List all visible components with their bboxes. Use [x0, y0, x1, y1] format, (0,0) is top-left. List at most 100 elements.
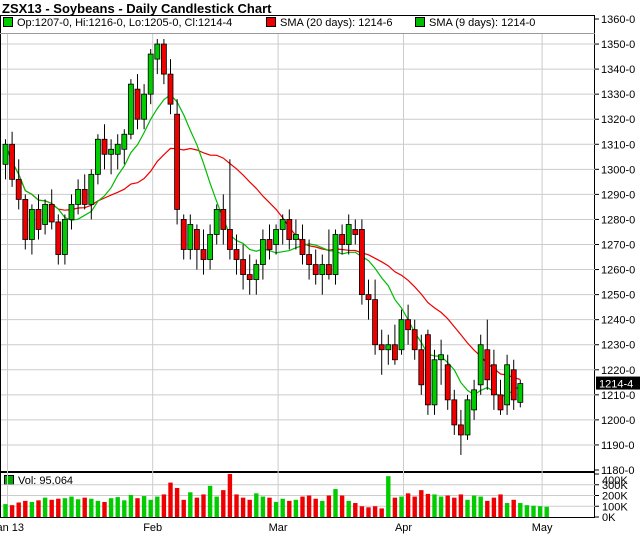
candle-body	[147, 53, 154, 95]
volume-bar	[161, 494, 167, 517]
volume-bar	[326, 495, 332, 517]
candle-body	[418, 349, 425, 386]
volume-bar	[372, 506, 378, 517]
candle-body	[471, 389, 478, 411]
volume-bar	[36, 500, 41, 517]
candle-body	[187, 224, 194, 250]
price-tick-label: 1320-0	[601, 114, 635, 126]
candle-body	[167, 73, 174, 105]
volume-tick-label: 100K	[602, 501, 628, 513]
volume-bar	[247, 499, 252, 517]
price-tick-label: 1220-0	[601, 365, 635, 377]
volume-bar	[504, 503, 510, 517]
candle-body	[55, 221, 62, 255]
volume-bars	[3, 474, 549, 517]
candle-body	[438, 354, 445, 361]
candle-body	[220, 209, 227, 230]
candle-body	[299, 239, 306, 255]
candle-body	[134, 88, 141, 120]
candle-body	[233, 249, 240, 260]
volume-bar	[445, 495, 450, 517]
volume-bar	[234, 494, 239, 517]
volume-bar	[366, 507, 371, 517]
volume-bar	[254, 493, 259, 517]
vertical-grid	[7, 34, 543, 517]
candle-body	[405, 319, 412, 331]
volume-bar	[346, 500, 351, 517]
volume-bar	[524, 505, 530, 517]
volume-bar	[75, 499, 81, 517]
candle-body	[451, 399, 458, 426]
candle-body	[339, 234, 346, 245]
price-tick-label: 1300-0	[601, 164, 635, 176]
candle-body	[332, 234, 339, 275]
candle-body	[127, 83, 134, 135]
candle-body	[306, 254, 313, 265]
candle-body	[365, 294, 372, 301]
volume-bar	[188, 492, 193, 517]
volume-bar	[174, 487, 180, 517]
candle-body	[81, 188, 88, 205]
volume-bar	[214, 496, 219, 517]
price-tick-label: 1280-0	[601, 214, 635, 226]
volume-bar	[320, 500, 325, 517]
volume-bar	[89, 498, 94, 517]
candle-body	[226, 229, 233, 250]
date-axis: Jan 13 Feb Mar Apr May	[0, 522, 553, 534]
volume-bar	[379, 508, 384, 517]
volume-bar	[425, 493, 431, 517]
candle-body	[22, 198, 29, 240]
volume-bar	[293, 499, 299, 517]
volume-bar	[155, 496, 160, 517]
candle-body	[391, 344, 398, 361]
volume-bar	[392, 497, 398, 517]
volume-bar	[16, 502, 21, 517]
candle-body	[246, 274, 253, 280]
price-tick-label: 1340-0	[601, 64, 635, 76]
candle-body	[286, 219, 293, 240]
volume-bar	[458, 494, 464, 517]
volume-bar	[108, 498, 114, 517]
candle-body	[95, 138, 101, 175]
candle-body	[385, 344, 392, 351]
candle-body	[273, 229, 280, 245]
candle-body	[114, 143, 121, 155]
date-tick-label: May	[532, 522, 553, 534]
volume-bar	[3, 504, 8, 517]
candle-body	[207, 234, 214, 260]
date-tick-label: Mar	[269, 522, 288, 534]
candle-body	[292, 234, 299, 240]
price-tick-label: 1190-0	[601, 440, 634, 452]
candle-body	[253, 264, 260, 280]
candle-body	[457, 424, 464, 436]
volume-bar	[260, 496, 266, 517]
volume-bar	[359, 506, 365, 517]
volume-bar	[42, 497, 48, 517]
last-price-marker: 1214-4	[596, 376, 640, 391]
legend-sma9: SMA (9 days): 1214-0	[415, 17, 535, 29]
sma9-swatch-icon	[415, 17, 425, 28]
candle-body	[154, 43, 161, 60]
volume-bar	[141, 496, 147, 517]
legend: Op:1207-0, Hi:1216-0, Lo:1205-0, Cl:1214…	[1, 16, 595, 32]
candle-body	[62, 219, 68, 255]
volume-bar	[128, 494, 134, 517]
candle-body	[259, 239, 266, 265]
volume-bar	[62, 498, 68, 517]
volume-bar	[419, 490, 424, 517]
volume-bar	[194, 497, 200, 517]
volume-bar	[168, 482, 173, 517]
volume-bar	[273, 501, 279, 517]
candle-body	[490, 364, 497, 396]
volume-bar	[221, 490, 226, 517]
volume-bar	[207, 485, 213, 517]
candle-body	[266, 239, 273, 250]
price-axis: 1360-0 1350-0 1340-0 1330-0 1320-0 1310-0 1300…	[595, 14, 635, 477]
volume-bar	[9, 505, 15, 517]
candle-body	[464, 399, 471, 436]
candle-body	[2, 143, 9, 165]
candle-body	[141, 93, 148, 120]
candle-body	[484, 349, 491, 381]
date-tick-label: Apr	[395, 522, 412, 534]
volume-tick-label: 200K	[602, 491, 628, 503]
